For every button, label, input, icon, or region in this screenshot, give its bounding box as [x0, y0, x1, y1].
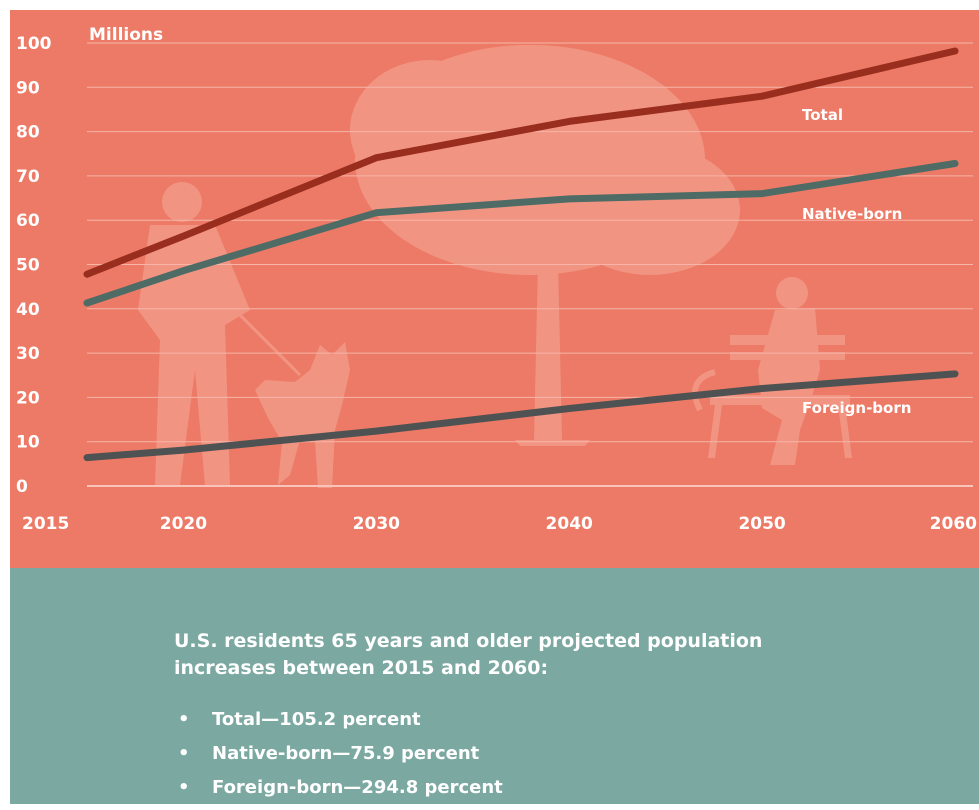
x-tick-label: 2015: [22, 514, 69, 534]
x-tick-label: 2020: [160, 514, 207, 534]
y-tick-label: 100: [16, 34, 52, 54]
series-label: Total: [802, 106, 843, 124]
x-tick-label: 2040: [546, 514, 593, 534]
y-tick-label: 0: [16, 477, 28, 497]
y-tick-label: 80: [16, 123, 40, 143]
x-tick-label: 2060: [930, 514, 977, 534]
bullet-total: Total—105.2 percent: [174, 708, 503, 742]
y-tick-label: 90: [16, 78, 40, 98]
y-tick-label: 70: [16, 167, 40, 187]
info-bullet-list: Total—105.2 percent Native-born—75.9 per…: [174, 708, 503, 810]
y-tick-label: 20: [16, 388, 40, 408]
bullet-foreign-born: Foreign-born—294.8 percent: [174, 776, 503, 810]
info-heading: U.S. residents 65 years and older projec…: [174, 628, 814, 682]
series-label: Native-born: [802, 205, 902, 223]
bullet-native-born: Native-born—75.9 percent: [174, 742, 503, 776]
info-panel: U.S. residents 65 years and older projec…: [10, 568, 979, 804]
y-tick-label: 30: [16, 344, 40, 364]
y-tick-label: 10: [16, 433, 40, 453]
y-tick-label: 60: [16, 211, 40, 231]
x-tick-label: 2030: [353, 514, 400, 534]
unit-label: Millions: [89, 25, 163, 45]
x-tick-label: 2050: [738, 514, 785, 534]
series-label: Foreign-born: [802, 399, 911, 417]
background-illustration: [138, 45, 852, 488]
y-tick-label: 50: [16, 256, 40, 276]
y-tick-label: 40: [16, 300, 40, 320]
